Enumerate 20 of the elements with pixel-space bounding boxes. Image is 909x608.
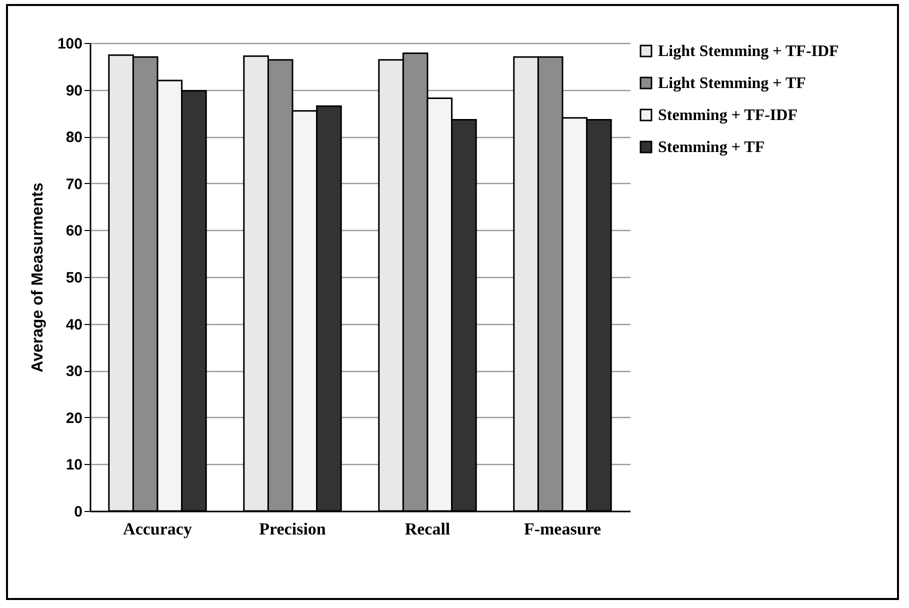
x-tick-label: Recall [404,520,450,538]
y-tick-label: 20 [66,410,82,427]
x-tick-label: Accuracy [123,520,192,538]
y-tick-label: 90 [66,82,82,100]
x-tick-label: Precision [259,520,326,538]
y-tick-label: 60 [66,222,82,240]
y-tick-label: 80 [66,129,82,146]
y-tick-label: 50 [66,270,82,286]
y-tick-label: 40 [66,316,82,334]
legend-label: Light Stemming + TF [658,75,806,92]
legend-label: Light Stemming + TF-IDF [658,43,840,60]
legend-label: Stemming + TF [658,139,765,156]
legend-label: Stemming + TF-IDF [658,107,798,124]
y-tick-label: 30 [66,363,82,380]
y-tick-label: 10 [66,456,82,474]
y-tick-label: 100 [57,36,82,52]
y-axis-title: Average of Measurments [29,182,46,372]
y-tick-label: 70 [66,176,82,193]
y-tick-label: 0 [74,504,82,520]
x-tick-label: F-measure [524,520,602,538]
